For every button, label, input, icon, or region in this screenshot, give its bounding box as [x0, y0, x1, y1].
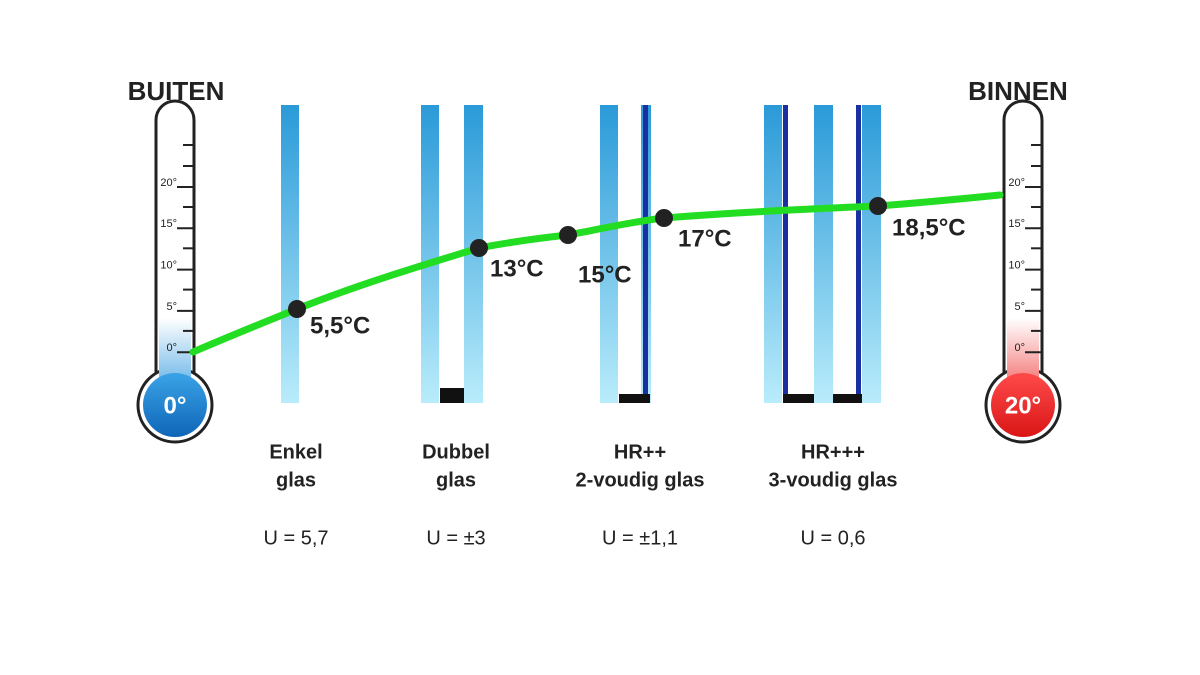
curve-point: [655, 209, 673, 227]
scale-label: 10°: [1008, 260, 1025, 272]
scale-label: 5°: [166, 301, 177, 313]
glazing-name: Dubbel: [422, 441, 490, 463]
glazing-name: HR++: [614, 441, 666, 463]
thermometer: 20° 20° 15° 10° 5° 0°: [984, 99, 1062, 444]
scale-label: 15°: [160, 218, 177, 230]
u-value: U = 0,6: [800, 527, 865, 549]
bulb-label: 0°: [164, 392, 187, 419]
temperature-label: 15°C: [578, 261, 632, 288]
glazing-name: 3-voudig glas: [769, 469, 898, 491]
bulb-label: 20°: [1005, 392, 1041, 419]
scale-label: 0°: [166, 342, 177, 354]
spacer: [619, 394, 650, 403]
scale-label: 20°: [1008, 177, 1025, 189]
thermometer-bulb: [143, 373, 207, 437]
pane: [862, 105, 881, 403]
curve-point: [559, 226, 577, 244]
pane: [814, 105, 833, 403]
scale-label: 10°: [160, 260, 177, 272]
panes: [281, 105, 881, 403]
scale-label: 15°: [1008, 218, 1025, 230]
scale-label: 0°: [1014, 342, 1025, 354]
temperature-label: 5,5°C: [310, 312, 370, 339]
u-value: U = ±3: [426, 527, 485, 549]
spacer: [440, 388, 464, 403]
curve-point: [470, 239, 488, 257]
coating: [643, 105, 648, 403]
scale-label: 5°: [1014, 301, 1025, 313]
glazing-name: glas: [436, 469, 476, 491]
pane: [764, 105, 782, 403]
pane: [600, 105, 618, 403]
thermometer-bulb: [991, 373, 1055, 437]
glazing-name: HR+++: [801, 441, 865, 463]
temperature-label: 17°C: [678, 225, 732, 252]
spacer: [783, 394, 814, 403]
spacer: [833, 394, 862, 403]
curve-point: [869, 197, 887, 215]
thermometer: 0° 20° 15° 10° 5° 0°: [136, 99, 214, 444]
temperature-label: 18,5°C: [892, 214, 966, 241]
u-value: U = 5,7: [263, 527, 328, 549]
temperature-label: 13°C: [490, 255, 544, 282]
coating: [856, 105, 861, 403]
coating: [783, 105, 788, 403]
glazing-name: glas: [276, 469, 316, 491]
u-value: U = ±1,1: [602, 527, 678, 549]
glazing-name: 2-voudig glas: [576, 469, 705, 491]
scale-label: 20°: [160, 177, 177, 189]
pane: [421, 105, 439, 403]
curve-point: [288, 300, 306, 318]
glazing-name: Enkel: [269, 441, 322, 463]
pane: [281, 105, 299, 403]
